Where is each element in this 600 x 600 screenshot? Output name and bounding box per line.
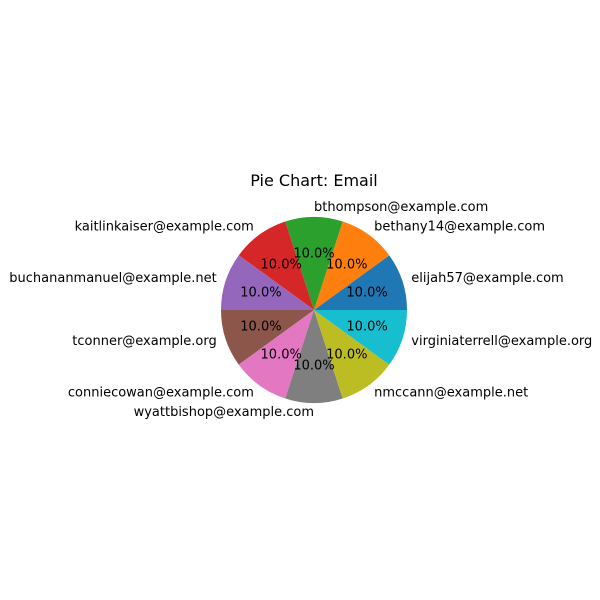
- pie-percent-label: 10.0%: [346, 285, 387, 300]
- chart-title: Pie Chart: Email: [250, 171, 378, 190]
- pie-percent-label: 10.0%: [261, 257, 302, 272]
- pie-slice-bethany14: [314, 221, 390, 310]
- pie-slice-nmccann: [314, 310, 390, 399]
- pie-slice-bthompson: [285, 217, 343, 310]
- pie-slice-kaitlinkaiser: [238, 221, 314, 310]
- pie-category-label: elijah57@example.com: [411, 271, 563, 286]
- pie-category-label: wyattbishop@example.com: [134, 405, 314, 420]
- pie-slice-tconner: [221, 310, 314, 365]
- pie-slice-wyattbishop: [285, 310, 343, 403]
- pie-category-label: tconner@example.org: [72, 334, 216, 349]
- pie-percent-label: 10.0%: [326, 257, 367, 272]
- pie-slice-buchananmanuel: [221, 255, 314, 310]
- pie-slices: [221, 217, 407, 403]
- pie-percent-label: 10.0%: [293, 247, 334, 262]
- pie-percent-label: 10.0%: [240, 320, 281, 335]
- pie-category-label: kaitlinkaiser@example.com: [75, 220, 254, 235]
- pie-labels: elijah57@example.com bethany14@example.co…: [9, 200, 592, 420]
- pie-category-label: bethany14@example.com: [374, 220, 545, 235]
- pie-category-label: conniecowan@example.com: [68, 385, 254, 400]
- pie-slice-virginiaterrell: [314, 310, 407, 365]
- pie-percent-label: 10.0%: [240, 285, 281, 300]
- pie-percent-label: 10.0%: [261, 348, 302, 363]
- pie-percent-label: 10.0%: [293, 358, 334, 373]
- pie-percent-label: 10.0%: [346, 320, 387, 335]
- pie-slice-conniecowan: [238, 310, 314, 399]
- pie-slice-elijah57: [314, 255, 407, 310]
- pie-category-label: nmccann@example.net: [374, 385, 528, 400]
- pie-category-label: virginiaterrell@example.org: [411, 334, 592, 349]
- pie-percent-label: 10.0%: [326, 348, 367, 363]
- pie-percent-labels: 10.0%10.0%10.0%10.0%10.0%10.0%10.0%10.0%…: [240, 247, 387, 374]
- pie-category-label: buchananmanuel@example.net: [9, 271, 216, 286]
- pie-category-label: bthompson@example.com: [314, 200, 488, 215]
